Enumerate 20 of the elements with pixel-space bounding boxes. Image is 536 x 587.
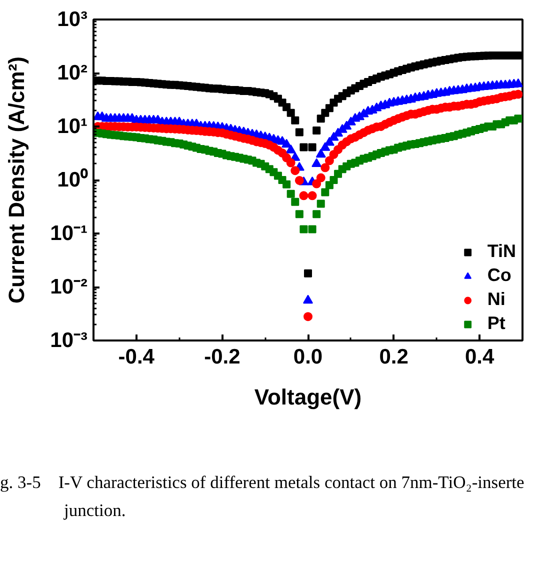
text: junction.: [64, 500, 127, 521]
x-tick-label: 0.0: [293, 346, 323, 368]
y-axis-title: Current Density (A/cm²): [4, 56, 30, 304]
x-tick-label: 0.4: [465, 346, 495, 368]
y-tick-label: 10⁰: [57, 168, 88, 192]
y-tick-label: 10³: [57, 8, 88, 31]
legend-label: Ni: [487, 289, 506, 310]
x-tick-label: 0.2: [379, 346, 408, 368]
y-tick-label: 10⁻¹: [50, 222, 88, 245]
legend-label: Pt: [487, 313, 506, 334]
y-tick-label: 10¹: [57, 115, 88, 138]
x-tick-label: -0.2: [204, 346, 240, 368]
legend-label: TiN: [487, 241, 516, 262]
x-axis-title: Voltage(V): [254, 384, 362, 410]
y-tick-label: 10⁻³: [50, 329, 88, 352]
text: g. 3-5 I-V characteristics of different metals contact on 7nm-TiO₂-inserte: [0, 472, 524, 493]
y-tick-label: 10²: [57, 62, 88, 84]
legend-label: Co: [487, 265, 512, 286]
x-tick-label: -0.4: [118, 346, 155, 368]
y-tick-label: 10⁻²: [50, 276, 88, 298]
